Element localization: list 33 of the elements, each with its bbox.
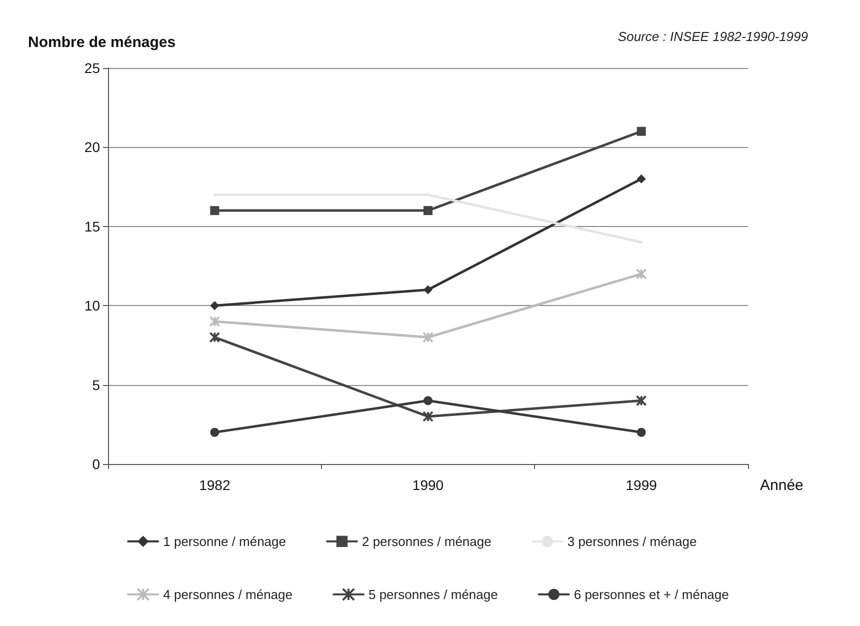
y-tick-label: 20 (84, 139, 100, 156)
y-tick-label: 25 (84, 60, 100, 76)
legend-label: 1 personne / ménage (163, 534, 286, 549)
x-tick-label: 1982 (199, 477, 230, 493)
legend-label: 2 personnes / ménage (362, 534, 492, 549)
legend-label: 3 personnes / ménage (567, 534, 697, 549)
point (636, 428, 646, 437)
point (210, 301, 220, 310)
y-axis-title: Nombre de ménages (28, 34, 176, 51)
point (424, 285, 432, 294)
y-tick-label: 15 (84, 218, 100, 234)
point (424, 396, 432, 406)
y-tick-label: 10 (84, 298, 100, 314)
point (636, 174, 646, 184)
x-tick-label: 1999 (626, 477, 658, 493)
point (210, 428, 220, 437)
point (209, 332, 220, 343)
point (422, 410, 434, 422)
point (422, 332, 434, 343)
point (636, 395, 647, 406)
point (209, 316, 220, 327)
source-note: Source : INSEE 1982-1990-1999 (618, 29, 808, 44)
legend-label: 5 personnes / ménage (368, 586, 498, 602)
legend-label: 4 personnes / ménage (163, 586, 292, 602)
y-tick-label: 5 (92, 376, 100, 393)
legend-label: 6 personnes et + / ménage (574, 586, 729, 602)
point (636, 126, 646, 136)
point (636, 268, 647, 280)
y-tick-label: 0 (92, 456, 100, 472)
x-axis-title: Année (760, 477, 804, 494)
x-tick-label: 1990 (412, 477, 444, 493)
point (424, 206, 432, 216)
point (210, 206, 220, 216)
